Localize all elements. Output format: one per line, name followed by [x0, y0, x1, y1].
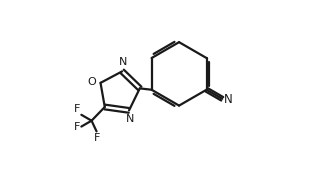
Text: F: F [74, 104, 80, 114]
Text: N: N [125, 114, 134, 124]
Text: O: O [88, 77, 96, 87]
Text: N: N [118, 57, 127, 67]
Text: F: F [74, 122, 80, 132]
Text: F: F [94, 133, 100, 143]
Text: N: N [224, 93, 232, 106]
